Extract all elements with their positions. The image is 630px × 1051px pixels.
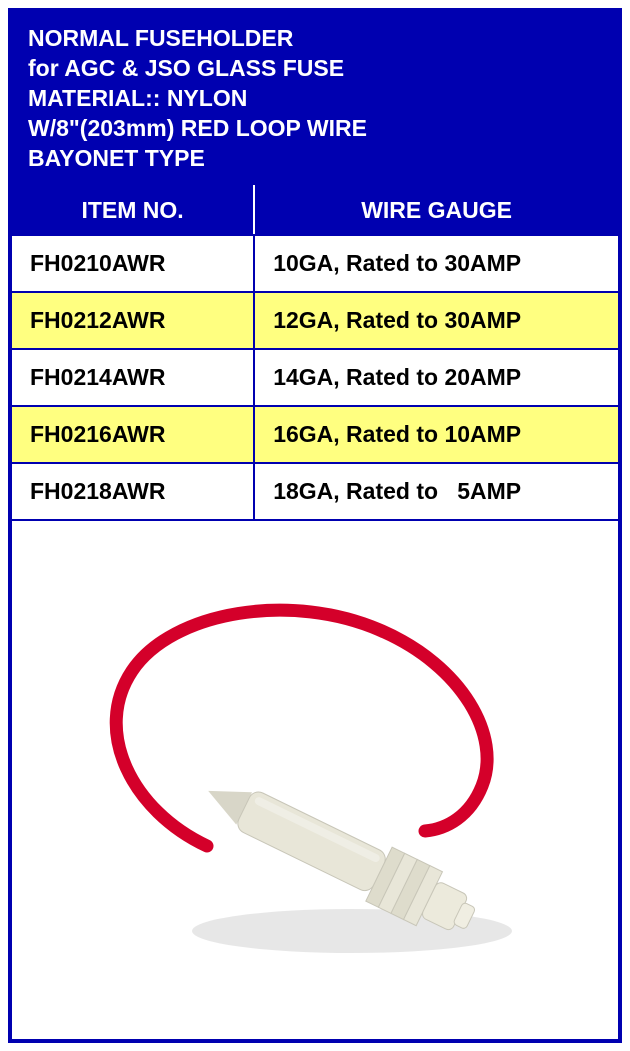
- wire-gauge: 10GA, Rated to 30AMP: [254, 235, 619, 292]
- column-header-item: ITEM NO.: [11, 186, 254, 235]
- header-line: MATERIAL:: NYLON: [28, 84, 602, 114]
- product-image-row: [11, 520, 619, 1040]
- spec-table: ITEM NO. WIRE GAUGE FH0210AWR 10GA, Rate…: [10, 185, 620, 1041]
- wire-gauge: 16GA, Rated to 10AMP: [254, 406, 619, 463]
- table-row: FH0210AWR 10GA, Rated to 30AMP: [11, 235, 619, 292]
- wire-gauge: 14GA, Rated to 20AMP: [254, 349, 619, 406]
- header-line: NORMAL FUSEHOLDER: [28, 24, 602, 54]
- wire-gauge: 18GA, Rated to 5AMP: [254, 463, 619, 520]
- table-row: FH0212AWR 12GA, Rated to 30AMP: [11, 292, 619, 349]
- item-no: FH0216AWR: [11, 406, 254, 463]
- item-no: FH0218AWR: [11, 463, 254, 520]
- header-line: BAYONET TYPE: [28, 144, 602, 174]
- item-no: FH0210AWR: [11, 235, 254, 292]
- header-line: W/8"(203mm) RED LOOP WIRE: [28, 114, 602, 144]
- table-row: FH0216AWR 16GA, Rated to 10AMP: [11, 406, 619, 463]
- header-line: for AGC & JSO GLASS FUSE: [28, 54, 602, 84]
- item-no: FH0212AWR: [11, 292, 254, 349]
- wire-gauge: 12GA, Rated to 30AMP: [254, 292, 619, 349]
- table-row: FH0214AWR 14GA, Rated to 20AMP: [11, 349, 619, 406]
- fuseholder-illustration: [52, 561, 582, 1001]
- column-header-gauge: WIRE GAUGE: [254, 186, 619, 235]
- product-header: NORMAL FUSEHOLDER for AGC & JSO GLASS FU…: [10, 10, 620, 185]
- product-image-cell: [11, 520, 619, 1040]
- item-no: FH0214AWR: [11, 349, 254, 406]
- spec-sheet: NORMAL FUSEHOLDER for AGC & JSO GLASS FU…: [8, 8, 622, 1043]
- table-row: FH0218AWR 18GA, Rated to 5AMP: [11, 463, 619, 520]
- wire-loop-icon: [116, 611, 487, 847]
